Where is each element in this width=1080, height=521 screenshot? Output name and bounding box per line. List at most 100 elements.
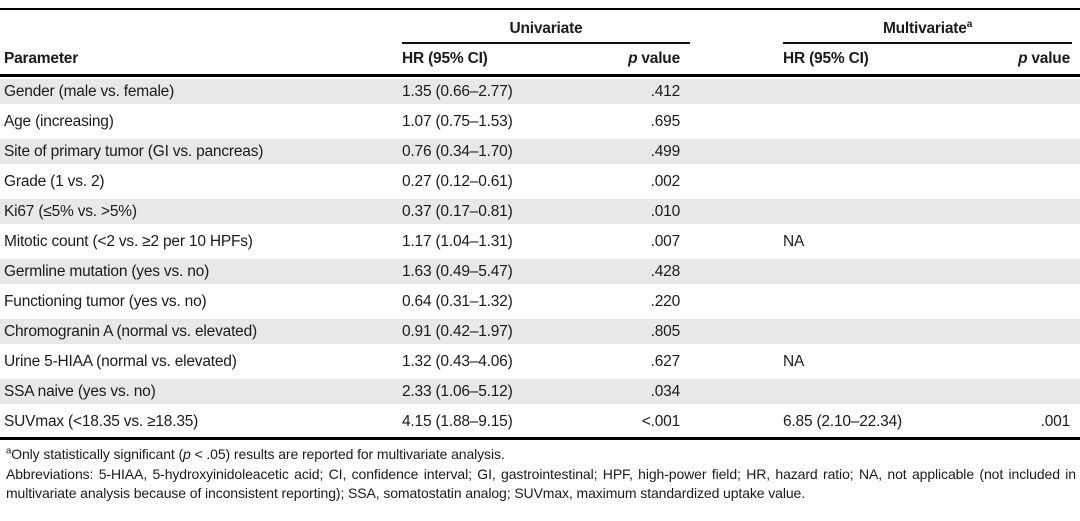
column-gap [690,197,783,227]
multivariate-hr-cell: NA [783,233,805,250]
univariate-group-label: Univariate [509,20,583,37]
column-gap [690,167,783,197]
column-gap [690,377,783,407]
column-gap [690,287,783,317]
univariate-pvalue-cell: .627 [650,353,681,370]
multivariate-hr-cell: NA [783,353,805,370]
univariate-pvalue-column-header: p value [628,50,680,67]
table-row: Urine 5-HIAA (normal vs. elevated) 1.32 … [0,347,1080,377]
parameter-cell: Chromogranin A (normal vs. elevated) [4,323,257,340]
multivariate-group-label: Multivariatea [882,18,973,37]
univariate-pvalue-cell: .499 [650,143,681,160]
table-row: Chromogranin A (normal vs. elevated) 0.9… [0,317,1080,347]
multivariate-hr-cell [783,77,990,107]
univariate-hr-cell: 0.27 (0.12–0.61) [402,173,513,190]
abbreviations-footnote: Abbreviations: 5-HIAA, 5-hydroxyinidolea… [6,466,1076,501]
univariate-pvalue-cell: .805 [650,323,681,340]
multivariate-hr-cell: 6.85 (2.10–22.34) [783,413,902,430]
multivariate-pvalue-cell [990,167,1080,197]
univariate-hr-column-header: HR (95% CI) [402,50,488,67]
parameter-cell: Functioning tumor (yes vs. no) [4,293,207,310]
univariate-hr-cell: 1.63 (0.49–5.47) [402,263,513,280]
table-row: Ki67 (≤5% vs. >5%) 0.37 (0.17–0.81) .010 [0,197,1080,227]
multivariate-hr-cell [783,167,990,197]
univariate-pvalue-cell: .010 [650,203,681,220]
univariate-hr-cell: 0.91 (0.42–1.97) [402,323,513,340]
column-group-multivariate: Multivariatea [783,10,1072,44]
multivariate-pvalue-cell [990,287,1080,317]
univariate-hr-cell: 1.07 (0.75–1.53) [402,113,513,130]
footnote-marker: a [6,445,12,457]
table-row: Mitotic count (<2 vs. ≥2 per 10 HPFs) 1.… [0,227,1080,257]
results-table: Univariate Multivariatea Parameter HR (9… [0,8,1080,440]
table-row: Germline mutation (yes vs. no) 1.63 (0.4… [0,257,1080,287]
univariate-pvalue-cell: .034 [650,383,681,400]
column-gap [690,227,783,257]
column-gap [690,77,783,107]
parameter-cell: Grade (1 vs. 2) [4,173,105,190]
parameter-cell: SUVmax (<18.35 vs. ≥18.35) [4,413,199,430]
univariate-pvalue-cell: .428 [650,263,681,280]
parameter-cell: Germline mutation (yes vs. no) [4,263,210,280]
table-row: Age (increasing) 1.07 (0.75–1.53) .695 [0,107,1080,137]
significance-footnote: aOnly statistically significant (p < .05… [6,445,505,462]
parameter-cell: SSA naive (yes vs. no) [4,383,156,400]
parameter-cell: Ki67 (≤5% vs. >5%) [4,203,137,220]
multivariate-pvalue-cell [990,377,1080,407]
multivariate-hr-cell [783,107,990,137]
multivariate-pvalue-cell: .001 [1040,413,1071,430]
univariate-pvalue-cell: .412 [650,83,681,100]
column-gap [690,257,783,287]
table-row: Gender (male vs. female) 1.35 (0.66–2.77… [0,77,1080,107]
univariate-hr-cell: 2.33 (1.06–5.12) [402,383,513,400]
univariate-hr-cell: 0.37 (0.17–0.81) [402,203,513,220]
univariate-hr-cell: 1.35 (0.66–2.77) [402,83,513,100]
multivariate-hr-cell [783,257,990,287]
multivariate-hr-column-header: HR (95% CI) [783,50,869,67]
multivariate-pvalue-cell [990,137,1080,167]
table-footnotes: aOnly statistically significant (p < .05… [0,440,1080,503]
univariate-pvalue-cell: .007 [650,233,681,250]
table-row: SUVmax (<18.35 vs. ≥18.35) 4.15 (1.88–9.… [0,407,1080,437]
column-gap [690,347,783,377]
column-group-univariate: Univariate [402,10,690,44]
parameter-cell: Site of primary tumor (GI vs. pancreas) [4,143,264,160]
multivariate-hr-cell [783,197,990,227]
univariate-hr-cell: 4.15 (1.88–9.15) [402,413,513,430]
univariate-hr-cell: 0.76 (0.34–1.70) [402,143,513,160]
parameter-cell: Age (increasing) [4,113,114,130]
univariate-hr-cell: 0.64 (0.31–1.32) [402,293,513,310]
univariate-pvalue-cell: .002 [650,173,681,190]
table-row: Functioning tumor (yes vs. no) 0.64 (0.3… [0,287,1080,317]
parameter-cell: Gender (male vs. female) [4,83,175,100]
univariate-pvalue-cell: .220 [650,293,681,310]
multivariate-pvalue-cell [990,227,1080,257]
multivariate-pvalue-cell [990,197,1080,227]
column-gap [690,44,783,74]
column-gap [690,107,783,137]
multivariate-pvalue-cell [990,77,1080,107]
multivariate-pvalue-cell [990,257,1080,287]
univariate-pvalue-cell: <.001 [641,413,680,430]
multivariate-pvalue-cell [990,317,1080,347]
column-group-header-row: Univariate Multivariatea [0,10,1080,44]
group-header-spacer [0,10,402,44]
column-gap [690,317,783,347]
multivariate-hr-cell [783,317,990,347]
multivariate-footnote-marker: a [966,18,973,30]
table-row: Grade (1 vs. 2) 0.27 (0.12–0.61) .002 [0,167,1080,197]
univariate-pvalue-cell: .695 [650,113,681,130]
multivariate-hr-cell [783,287,990,317]
multivariate-pvalue-cell [990,347,1080,377]
column-gap [690,407,783,437]
statistics-table-figure: Univariate Multivariatea Parameter HR (9… [0,8,1080,503]
table-row: Site of primary tumor (GI vs. pancreas) … [0,137,1080,167]
table-row: SSA naive (yes vs. no) 2.33 (1.06–5.12) … [0,377,1080,407]
parameter-column-header: Parameter [4,50,79,67]
column-gap [690,137,783,167]
column-header-row: Parameter HR (95% CI) p value HR (95% CI)… [0,44,1080,77]
multivariate-hr-cell [783,137,990,167]
univariate-hr-cell: 1.32 (0.43–4.06) [402,353,513,370]
parameter-cell: Urine 5-HIAA (normal vs. elevated) [4,353,237,370]
multivariate-hr-cell [783,377,990,407]
